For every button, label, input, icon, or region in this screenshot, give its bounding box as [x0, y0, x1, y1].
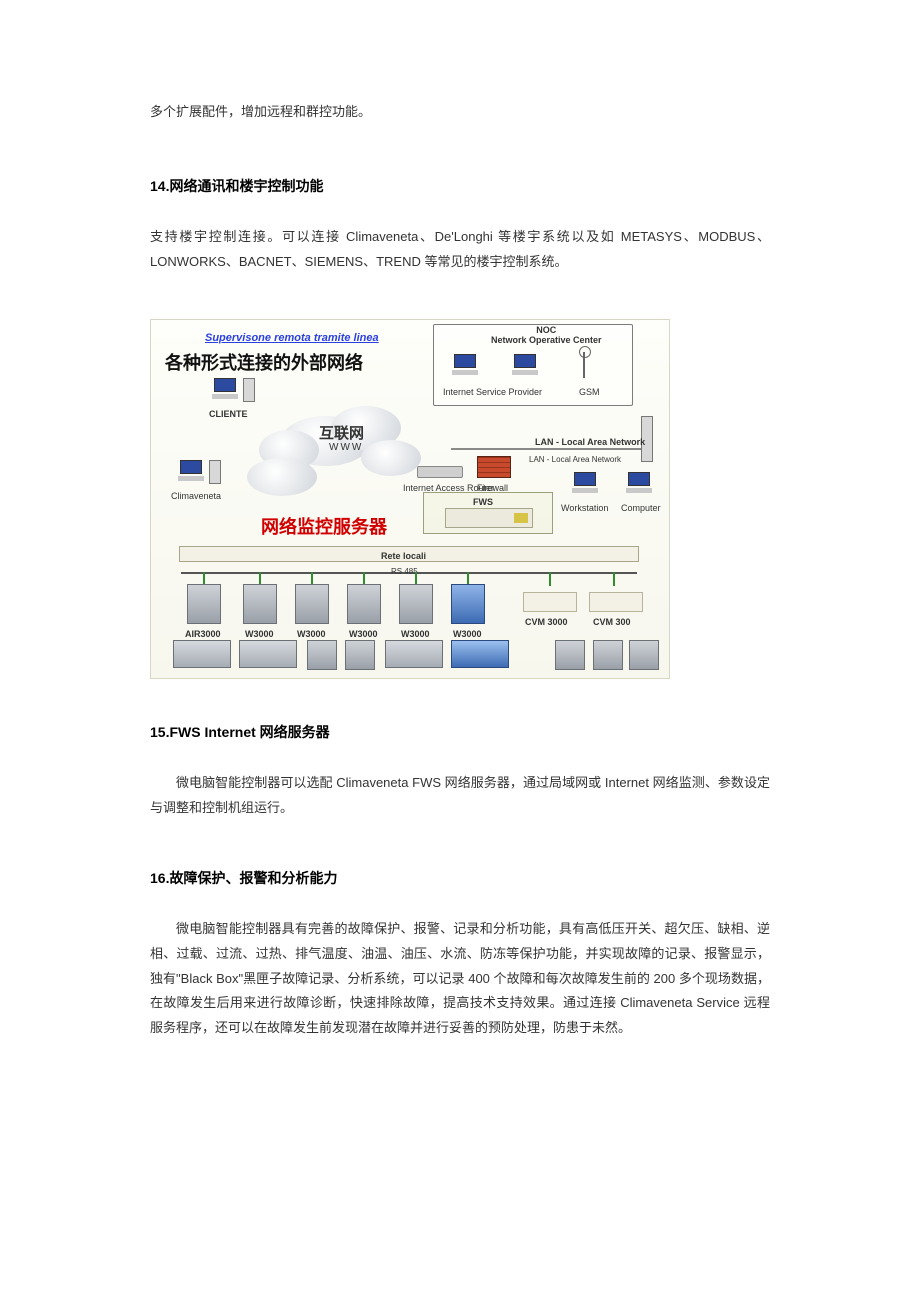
- unit-w3000-1: [243, 584, 277, 624]
- unit-sm-1: [307, 640, 337, 670]
- section-16-heading: 16.故障保护、报警和分析能力: [150, 865, 770, 892]
- chiller-2: [239, 640, 297, 668]
- unit-w3000-3: [347, 584, 381, 624]
- lan-line: [451, 448, 641, 450]
- noc-pc-1: [451, 354, 479, 378]
- cvm3000-label: CVM 3000: [525, 614, 568, 631]
- unit-air3000: [187, 584, 221, 624]
- unit-w3000-5: [451, 584, 485, 624]
- chiller-3: [385, 640, 443, 668]
- workstation-pc: [571, 472, 599, 496]
- unit-w3000-2: [295, 584, 329, 624]
- section-16-para: 微电脑智能控制器具有完善的故障保护、报警、记录和分析功能，具有高低压开关、超欠压…: [150, 917, 770, 1040]
- ext-network-label: 各种形式连接的外部网络: [165, 346, 363, 380]
- cloud-4: [247, 458, 317, 496]
- unit-w3000-4: [399, 584, 433, 624]
- computer-label: Computer: [621, 500, 661, 517]
- firewall: [477, 456, 511, 478]
- lan-inner-label: LAN - Local Area Network: [529, 452, 621, 467]
- section-15-heading: 15.FWS Internet 网络服务器: [150, 719, 770, 746]
- climaveneta-label: Climaveneta: [171, 488, 221, 505]
- router: [417, 466, 463, 478]
- gsm-label: GSM: [579, 384, 600, 401]
- unit-sm-5: [629, 640, 659, 670]
- www-label: WWW: [329, 438, 363, 457]
- cloud-5: [361, 440, 421, 476]
- climaveneta-tower: [209, 460, 221, 484]
- chiller-1: [173, 640, 231, 668]
- intro-text: 多个扩展配件，增加远程和群控功能。: [150, 100, 770, 125]
- isp-label: Internet Service Provider: [443, 384, 542, 401]
- computer-pc: [625, 472, 653, 496]
- network-diagram: Supervisone remota tramite linea NOC Net…: [150, 319, 670, 679]
- gsm-antenna: [583, 352, 585, 378]
- unit-sm-4: [593, 640, 623, 670]
- workstation-label: Workstation: [561, 500, 608, 517]
- rs485-label: RS 485: [391, 564, 418, 579]
- cvm3000: [523, 592, 577, 612]
- rete-locali-label: Rete locali: [381, 548, 426, 565]
- cvm300-label: CVM 300: [593, 614, 631, 631]
- noc-title: NOC Network Operative Center: [491, 326, 602, 346]
- fws-server: [445, 508, 533, 528]
- drop-8: [613, 572, 615, 586]
- drop-7: [549, 572, 551, 586]
- cliente-label: CLIENTE: [209, 406, 248, 423]
- cliente-pc: [211, 378, 239, 402]
- noc-pc-2: [511, 354, 539, 378]
- monitor-server-label: 网络监控服务器: [261, 510, 387, 544]
- section-14-para: 支持楼宇控制连接。可以连接 Climaveneta、De'Longhi 等楼宇系…: [150, 225, 770, 274]
- unit-sm-3: [555, 640, 585, 670]
- cvm300: [589, 592, 643, 612]
- cliente-tower: [243, 378, 255, 402]
- chiller-4: [451, 640, 509, 668]
- climaveneta-pc: [177, 460, 205, 484]
- section-15-para: 微电脑智能控制器可以选配 Climaveneta FWS 网络服务器，通过局域网…: [150, 771, 770, 820]
- unit-sm-2: [345, 640, 375, 670]
- section-14-heading: 14.网络通讯和楼宇控制功能: [150, 173, 770, 200]
